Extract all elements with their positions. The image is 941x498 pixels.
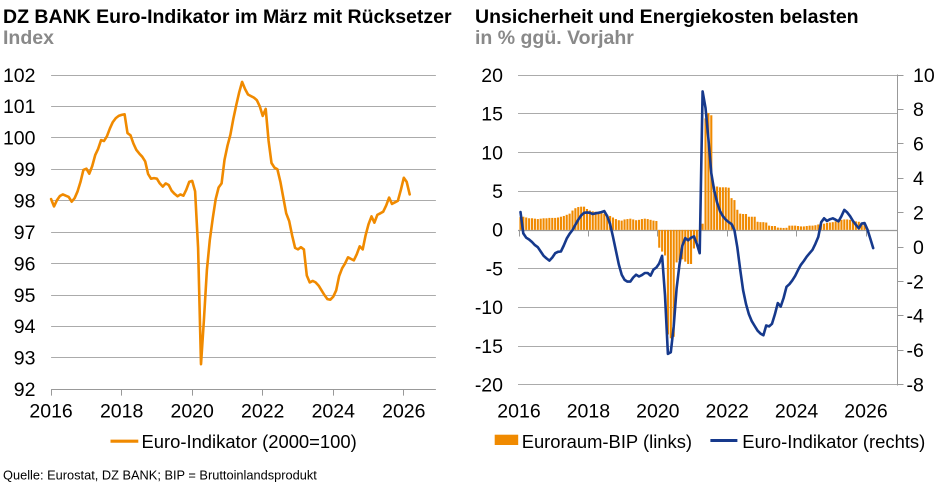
svg-text:95: 95 (14, 285, 36, 307)
svg-text:DZ BANK Euro-Indikator im März: DZ BANK Euro-Indikator im März mit Rücks… (3, 6, 452, 28)
svg-text:98: 98 (14, 191, 36, 213)
svg-text:-4: -4 (907, 306, 924, 328)
svg-text:97: 97 (14, 222, 36, 244)
svg-text:0: 0 (913, 237, 924, 259)
svg-text:-5: -5 (486, 258, 503, 280)
svg-text:Euroraum-BIP (links): Euroraum-BIP (links) (522, 431, 692, 452)
svg-text:101: 101 (3, 96, 36, 118)
svg-text:94: 94 (14, 316, 36, 338)
svg-text:2018: 2018 (100, 401, 143, 423)
svg-text:Euro-Indikator (rechts): Euro-Indikator (rechts) (742, 431, 925, 452)
svg-text:2020: 2020 (636, 401, 680, 423)
svg-text:2016: 2016 (29, 401, 72, 423)
svg-text:2018: 2018 (567, 401, 610, 423)
svg-text:99: 99 (14, 159, 36, 181)
svg-text:in % ggü. Vorjahr: in % ggü. Vorjahr (475, 27, 634, 49)
svg-text:2016: 2016 (497, 401, 540, 423)
svg-text:-6: -6 (907, 340, 924, 362)
svg-text:-15: -15 (475, 336, 503, 358)
svg-text:15: 15 (481, 104, 503, 126)
svg-text:100: 100 (3, 128, 36, 150)
svg-text:2022: 2022 (241, 401, 284, 423)
svg-text:2022: 2022 (706, 401, 749, 423)
svg-text:Unsicherheit und Energiekosten: Unsicherheit und Energiekosten belasten (475, 6, 859, 28)
svg-text:2024: 2024 (312, 401, 356, 423)
svg-text:4: 4 (913, 168, 924, 190)
svg-text:2024: 2024 (775, 401, 819, 423)
svg-text:93: 93 (14, 348, 36, 370)
svg-text:10: 10 (913, 65, 935, 87)
svg-text:2026: 2026 (844, 401, 887, 423)
svg-text:Index: Index (3, 27, 54, 49)
svg-text:6: 6 (913, 134, 924, 156)
svg-text:-20: -20 (475, 375, 503, 397)
svg-text:92: 92 (14, 379, 36, 401)
svg-text:8: 8 (913, 99, 924, 121)
svg-text:2020: 2020 (170, 401, 214, 423)
svg-text:2: 2 (913, 202, 924, 224)
svg-text:102: 102 (3, 65, 36, 87)
svg-text:10: 10 (481, 142, 503, 164)
svg-text:20: 20 (481, 65, 503, 87)
svg-text:96: 96 (14, 253, 36, 275)
svg-text:2026: 2026 (382, 401, 425, 423)
svg-text:Euro-Indikator (2000=100): Euro-Indikator (2000=100) (142, 431, 357, 452)
svg-text:5: 5 (492, 181, 503, 203)
svg-text:-8: -8 (907, 375, 924, 397)
svg-text:-10: -10 (475, 297, 503, 319)
svg-text:0: 0 (492, 220, 503, 242)
svg-text:Quelle: Eurostat, DZ BANK; BIP: Quelle: Eurostat, DZ BANK; BIP = Bruttoi… (3, 468, 317, 483)
svg-text:-2: -2 (907, 271, 924, 293)
